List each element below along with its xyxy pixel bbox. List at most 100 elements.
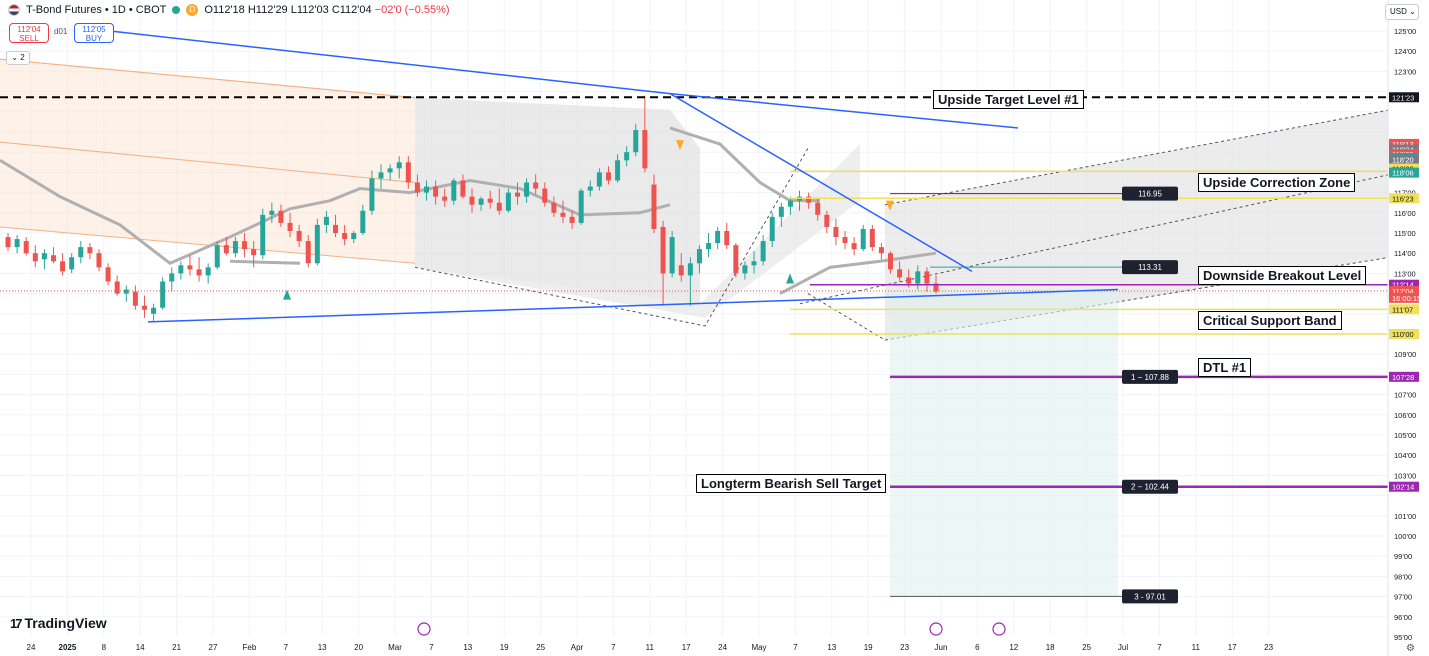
candle-body bbox=[242, 241, 248, 250]
change-value: −02'0 (−0.55%) bbox=[374, 4, 450, 16]
candle-body bbox=[433, 186, 439, 197]
price-tag-box bbox=[1389, 285, 1419, 296]
time-label: 19 bbox=[500, 643, 509, 652]
time-axis[interactable]: 24 2025 8 14 21 27 Feb 7 13 20 Mar 7 13 19 25 Apr 7 11 17 2… bbox=[27, 643, 1274, 652]
candle-body bbox=[624, 152, 630, 161]
candle-body bbox=[23, 241, 29, 254]
time-label: Mar bbox=[388, 643, 402, 652]
symbol-title[interactable]: T-Bond Futures • 1D • CBOT bbox=[26, 4, 167, 16]
orange-line bbox=[0, 141, 416, 183]
price-label: 104'00 bbox=[1394, 451, 1416, 460]
drawing-lines bbox=[0, 30, 1388, 636]
candle-body bbox=[123, 289, 129, 294]
fib-tag-label: 113.31 bbox=[1138, 263, 1162, 272]
candle-body bbox=[296, 230, 302, 242]
candle-body bbox=[869, 228, 875, 248]
candle-body bbox=[833, 226, 839, 238]
candle-body bbox=[87, 247, 93, 254]
candle-body bbox=[424, 186, 430, 193]
price-tag-box bbox=[1389, 371, 1419, 382]
settings-gear-icon[interactable]: ⚙ bbox=[1406, 643, 1415, 654]
price-tag-label: 121'23 bbox=[1392, 93, 1414, 102]
candle-body bbox=[769, 216, 775, 242]
fib-tag-box bbox=[1122, 479, 1178, 494]
candle-body bbox=[569, 216, 575, 223]
tradingview-logo[interactable]: 17 TradingView bbox=[10, 615, 107, 631]
candle-body bbox=[69, 257, 75, 270]
indicators-count: 2 bbox=[20, 53, 25, 62]
buy-button[interactable]: 112'05 BUY bbox=[74, 23, 114, 43]
time-label: 13 bbox=[827, 643, 836, 652]
candle-body bbox=[651, 184, 657, 229]
open-value: O112'18 bbox=[204, 4, 245, 16]
time-label: 27 bbox=[209, 643, 218, 652]
price-tag-label: 112'04 bbox=[1392, 287, 1414, 296]
candle-body bbox=[160, 281, 166, 308]
time-label: 12 bbox=[1009, 643, 1018, 652]
price-tag-label: 107'28 bbox=[1392, 373, 1414, 382]
candle-body bbox=[32, 253, 38, 262]
currency-select[interactable]: USD ⌄ bbox=[1385, 4, 1419, 20]
buy-label: BUY bbox=[85, 34, 103, 43]
price-label: 107'00 bbox=[1394, 391, 1416, 400]
candle-body bbox=[633, 129, 639, 153]
time-label: 17 bbox=[1228, 643, 1237, 652]
candle-body bbox=[578, 190, 584, 223]
projected-channel bbox=[885, 109, 1390, 341]
price-tag-label: 112'14 bbox=[1392, 281, 1414, 290]
candle-body bbox=[496, 202, 502, 211]
candle-body bbox=[132, 291, 138, 306]
fib-tag-box bbox=[1122, 186, 1178, 201]
fib-tag-label: 116.95 bbox=[1138, 190, 1162, 199]
spread-value: d01 bbox=[54, 27, 68, 36]
candle-body bbox=[733, 245, 739, 274]
channel-mid-dashed bbox=[799, 173, 1391, 305]
moving-average bbox=[229, 259, 301, 265]
fib-tag-label: 1 − 107.88 bbox=[1131, 373, 1170, 382]
price-label: 123'00 bbox=[1394, 67, 1416, 76]
annotation-upside-correction[interactable]: Upside Correction Zone bbox=[1198, 173, 1356, 192]
price-label: 98'00 bbox=[1394, 572, 1412, 581]
candle-body bbox=[114, 281, 120, 294]
candles bbox=[5, 95, 939, 322]
candle-body bbox=[305, 241, 311, 264]
buy-signal-icon bbox=[786, 273, 794, 284]
annotation-downside-breakout[interactable]: Downside Breakout Level bbox=[1198, 266, 1367, 285]
us-flag-icon bbox=[8, 4, 20, 16]
candle-body bbox=[851, 243, 857, 250]
price-label: 105'00 bbox=[1394, 431, 1416, 440]
indicators-toggle[interactable]: ⌄ 2 bbox=[6, 51, 30, 65]
downtrend-line bbox=[669, 92, 973, 273]
tv-logo-icon: 17 bbox=[10, 615, 23, 631]
candle-body bbox=[587, 186, 593, 191]
time-label: May bbox=[751, 643, 766, 652]
candle-body bbox=[815, 202, 821, 215]
candle-body bbox=[214, 245, 220, 268]
fib-tag-box bbox=[1122, 260, 1178, 275]
annotation-upside-target[interactable]: Upside Target Level #1 bbox=[933, 90, 1084, 109]
grey-region bbox=[415, 97, 700, 304]
price-axis[interactable]: 125'00 124'00 123'00 117'00 116'00 115'00 114'… bbox=[1387, 0, 1429, 656]
annotation-longterm-target[interactable]: Longterm Bearish Sell Target bbox=[696, 474, 887, 493]
annotation-dtl[interactable]: DTL #1 bbox=[1198, 358, 1252, 377]
price-tag-box bbox=[1389, 167, 1419, 178]
candle-body bbox=[678, 265, 684, 276]
candle-body bbox=[505, 192, 511, 211]
price-label: 113'00 bbox=[1394, 269, 1416, 278]
candle-body bbox=[642, 129, 648, 169]
fib-tags: 116.95 113.31 1 − 107.88 2 − 102.44 3 - 97.0… bbox=[1122, 186, 1178, 604]
candle-body bbox=[260, 214, 266, 256]
moving-average bbox=[409, 178, 671, 217]
candle-body bbox=[50, 255, 56, 262]
price-tag-box bbox=[1389, 279, 1419, 290]
candle-body bbox=[451, 180, 457, 201]
candle-body bbox=[169, 273, 175, 282]
price-tag-box bbox=[1389, 329, 1419, 339]
event-icon bbox=[929, 622, 943, 636]
candle-body bbox=[378, 172, 384, 179]
sell-button[interactable]: 112'04 SELL bbox=[9, 23, 49, 43]
candle-body bbox=[924, 271, 930, 284]
candle-body bbox=[323, 216, 329, 225]
annotation-critical-support[interactable]: Critical Support Band bbox=[1198, 311, 1342, 330]
